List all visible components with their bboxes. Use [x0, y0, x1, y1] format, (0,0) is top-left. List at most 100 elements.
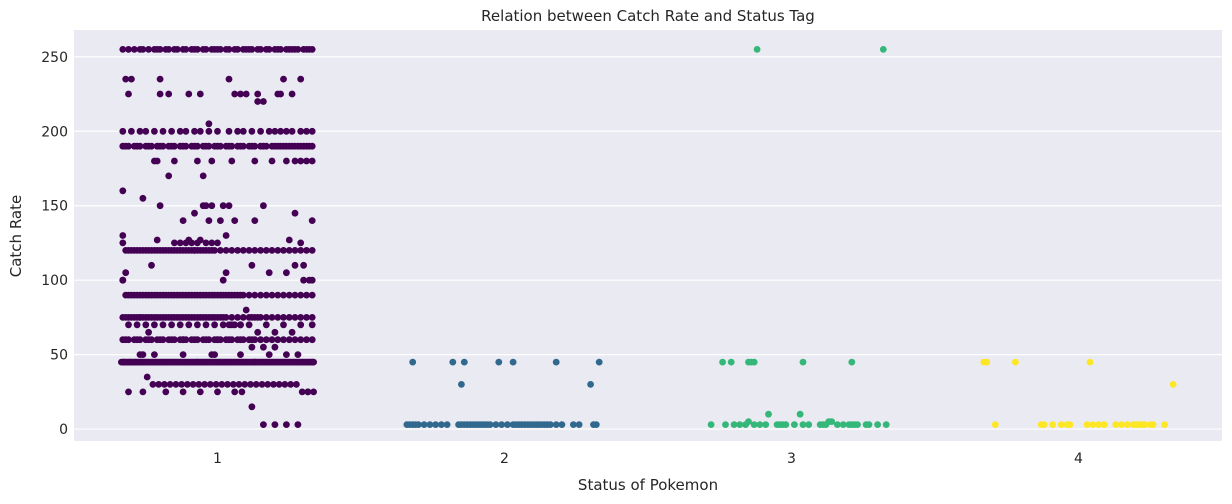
data-point: [274, 247, 282, 254]
data-point: [277, 142, 284, 150]
data-point: [217, 217, 224, 225]
data-point: [257, 291, 264, 299]
data-point: [587, 381, 594, 388]
data-point: [547, 421, 554, 428]
data-point: [178, 381, 186, 388]
data-point: [796, 410, 804, 418]
y-tick-label: 0: [59, 422, 68, 438]
data-point: [162, 247, 170, 254]
data-point: [173, 291, 181, 299]
data-point: [127, 291, 135, 299]
data-point: [271, 328, 279, 336]
data-point: [202, 142, 210, 150]
data-point: [127, 75, 135, 83]
data-point: [133, 291, 141, 299]
data-point: [185, 321, 193, 329]
data-point: [294, 421, 302, 428]
data-point: [264, 381, 272, 388]
data-point: [168, 127, 176, 135]
data-point: [196, 291, 204, 299]
data-point: [211, 321, 219, 329]
data-point: [182, 239, 190, 247]
data-point: [162, 291, 170, 299]
data-point: [201, 381, 209, 388]
data-point: [291, 209, 299, 217]
data-point: [310, 388, 317, 396]
data-point: [1161, 421, 1168, 428]
data-point: [191, 142, 198, 150]
data-point: [245, 314, 253, 321]
data-point: [260, 202, 267, 210]
data-point: [297, 336, 305, 344]
data-point: [283, 269, 290, 277]
data-point: [495, 358, 503, 366]
data-point: [202, 247, 210, 254]
data-point: [460, 358, 468, 366]
data-point: [1149, 421, 1157, 428]
y-tick-label: 200: [41, 124, 68, 140]
data-point: [202, 239, 210, 247]
data-point: [237, 90, 244, 98]
data-point: [504, 421, 511, 428]
data-point: [262, 46, 270, 53]
data-point: [119, 239, 127, 247]
data-point: [848, 358, 856, 366]
data-point: [271, 421, 279, 428]
y-tick-label: 150: [41, 199, 68, 215]
data-point: [229, 381, 237, 388]
data-point: [196, 90, 204, 98]
data-point: [283, 142, 290, 150]
data-point: [791, 421, 798, 428]
data-point: [248, 343, 256, 351]
data-point: [222, 269, 230, 277]
data-point: [182, 46, 190, 53]
data-point: [125, 388, 132, 396]
data-point: [1066, 421, 1074, 428]
data-point: [145, 142, 153, 150]
data-point: [882, 421, 890, 428]
data-point: [208, 239, 216, 247]
data-point: [765, 410, 772, 418]
data-point: [260, 421, 267, 428]
data-point: [214, 239, 221, 247]
data-point: [254, 328, 262, 336]
data-point: [283, 351, 290, 358]
data-point: [241, 381, 249, 388]
data-point: [127, 247, 135, 254]
data-point: [119, 46, 127, 53]
data-point: [185, 314, 193, 321]
data-point: [251, 336, 259, 344]
data-point: [179, 351, 187, 358]
data-point: [168, 336, 176, 344]
data-point: [438, 421, 445, 428]
data-point: [228, 157, 236, 165]
data-point: [303, 336, 310, 344]
data-point: [308, 314, 316, 321]
data-point: [231, 291, 239, 299]
data-point: [202, 46, 210, 53]
data-point: [492, 421, 500, 428]
data-point: [145, 291, 153, 299]
data-point: [294, 142, 302, 150]
data-point: [750, 358, 758, 366]
data-point: [130, 46, 138, 53]
data-point: [145, 247, 153, 254]
data-point: [196, 388, 204, 396]
data-point: [219, 202, 227, 210]
data-point: [195, 381, 203, 388]
data-point: [865, 421, 873, 428]
data-point: [185, 291, 193, 299]
data-point: [122, 269, 130, 277]
data-point: [1040, 421, 1048, 428]
data-point: [148, 261, 155, 269]
data-point: [274, 314, 282, 321]
data-point: [214, 142, 221, 150]
data-point: [156, 336, 164, 344]
data-point: [185, 90, 193, 98]
data-point: [782, 421, 790, 428]
data-point: [222, 232, 230, 239]
data-point: [983, 358, 991, 366]
data-point: [1086, 358, 1094, 366]
data-point: [308, 321, 316, 329]
